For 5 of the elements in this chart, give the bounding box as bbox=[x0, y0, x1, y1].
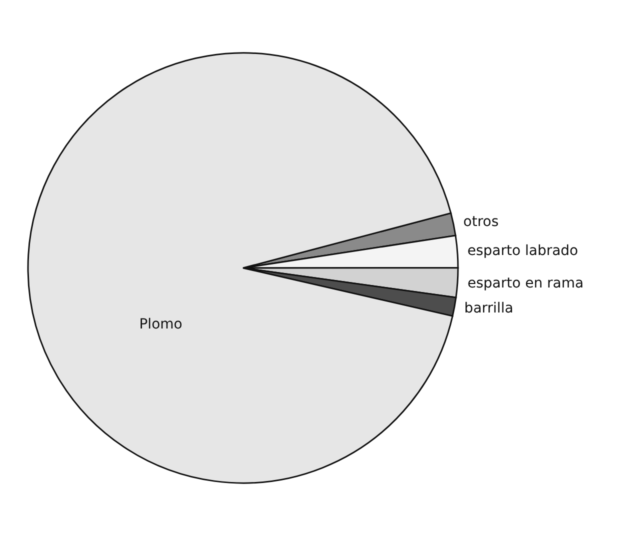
slice-label: esparto labrado bbox=[467, 242, 578, 259]
slice-label: esparto en rama bbox=[467, 275, 584, 292]
slice-label: barrilla bbox=[464, 300, 514, 317]
slice-label: Plomo bbox=[139, 316, 182, 333]
slice-label: otros bbox=[463, 214, 499, 230]
